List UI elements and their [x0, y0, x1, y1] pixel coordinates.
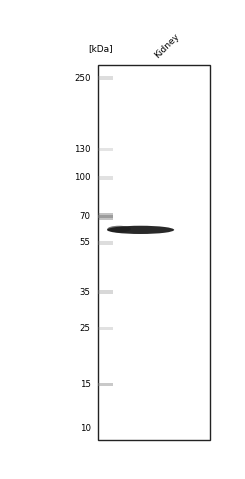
Bar	[98, 148, 112, 151]
Bar	[98, 290, 112, 294]
Bar	[98, 76, 112, 80]
Bar	[98, 176, 112, 180]
Ellipse shape	[107, 226, 131, 232]
Text: 100: 100	[74, 173, 91, 182]
Text: 35: 35	[80, 287, 91, 297]
Bar	[98, 241, 112, 245]
Bar	[98, 65, 210, 440]
Bar	[98, 213, 112, 220]
Bar	[98, 383, 112, 386]
Text: 70: 70	[80, 212, 91, 221]
Text: 25: 25	[80, 324, 91, 333]
Text: 10: 10	[80, 424, 91, 433]
Text: 250: 250	[74, 74, 91, 82]
Text: [kDa]: [kDa]	[88, 44, 113, 53]
Bar	[98, 215, 112, 218]
Ellipse shape	[107, 226, 174, 234]
Bar	[98, 327, 112, 331]
Text: 55: 55	[80, 239, 91, 248]
Text: 15: 15	[80, 380, 91, 389]
Text: 130: 130	[74, 145, 91, 154]
Text: Kidney: Kidney	[153, 32, 182, 60]
